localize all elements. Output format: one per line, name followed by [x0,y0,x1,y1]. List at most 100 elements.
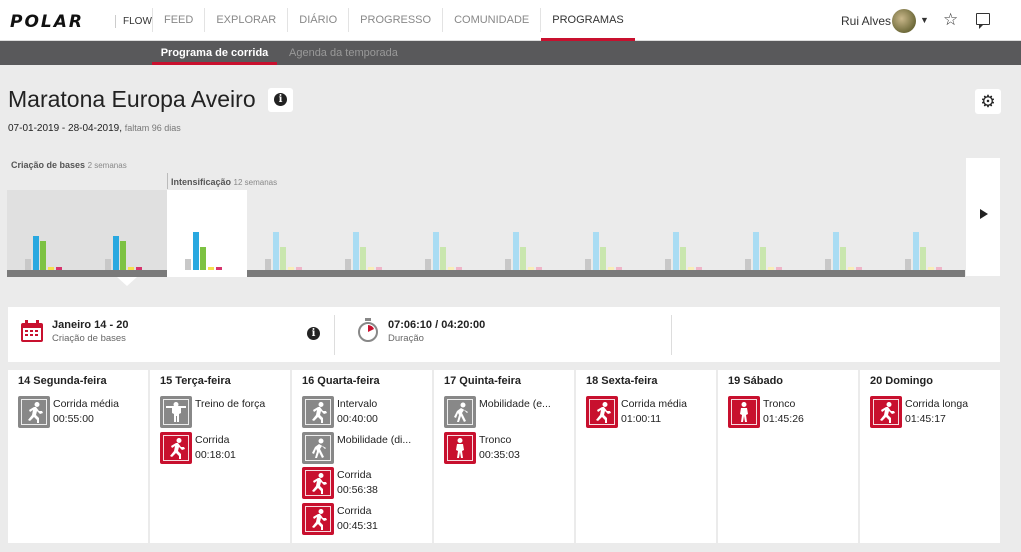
training-session[interactable]: Mobilidade (e... [444,396,572,429]
info-icon[interactable]: i [307,327,320,340]
phase-weeks: 12 semanas [233,178,278,187]
core-icon [444,431,476,464]
nav-feed[interactable]: FEED [152,8,206,32]
timeline-bar [128,267,134,270]
session-name: Corrida média [53,398,119,410]
timeline-week[interactable] [407,190,487,270]
run-icon [302,396,334,428]
timeline-bar [760,247,766,270]
timeline-week[interactable] [887,190,967,270]
timeline-week[interactable] [647,190,727,270]
timeline-bar [456,267,462,270]
timeline-bar [745,259,751,270]
timeline-bar [520,247,526,270]
divider [334,315,335,355]
user-name[interactable]: Rui Alves [841,14,892,28]
training-session[interactable]: Corrida 00:18:01 [160,431,288,465]
date-range: 07-01-2019 - 28-04-2019, [8,123,122,134]
timeline-week[interactable] [167,190,247,270]
duration-value: 07:06:10 / 04:20:00 [388,319,486,331]
timeline-bar [120,241,126,270]
day-title: 16 Quarta-feira [302,375,380,387]
chevron-down-icon[interactable]: ▼ [920,15,929,25]
timeline-week[interactable] [327,190,407,270]
training-session[interactable]: Tronco 01:45:26 [728,396,856,429]
timeline-bar [25,259,31,270]
settings-button[interactable]: ⚙ [975,89,1001,114]
training-session[interactable]: Mobilidade (di... [302,431,430,465]
program-info-button[interactable]: i [268,88,293,112]
timeline-week[interactable] [567,190,647,270]
nav-comunidade[interactable]: COMUNIDADE [443,8,542,32]
timeline-week[interactable] [7,190,87,270]
session-name: Mobilidade (e... [479,398,551,410]
nav-diario[interactable]: DIÁRIO [288,8,350,32]
timeline-week[interactable] [727,190,807,270]
day-column: 20 Domingo Corrida longa 01:45:17 [860,370,1000,543]
timeline-bar [585,259,591,270]
week-phase: Criação de bases [52,333,126,344]
nav-progresso[interactable]: PROGRESSO [349,8,444,32]
timeline-bar [433,232,439,270]
nav-programas[interactable]: PROGRAMAS [541,8,635,41]
chevron-right-icon [980,209,988,219]
day-title: 17 Quinta-feira [444,375,522,387]
day-title: 18 Sexta-feira [586,375,658,387]
avatar[interactable] [892,9,916,33]
timeline-bar [856,267,862,270]
run-icon [160,431,192,464]
gear-icon: ⚙ [980,92,996,111]
mobility-icon [444,396,476,428]
training-session[interactable]: Corrida longa 01:45:17 [870,396,998,429]
timeline-bar [280,247,286,270]
timeline-bar [928,267,934,270]
timeline-bar [905,259,911,270]
divider [671,315,672,355]
training-session[interactable]: Tronco 00:35:03 [444,431,572,465]
message-icon[interactable] [976,13,990,29]
program-dates: 07-01-2019 - 28-04-2019, faltam 96 dias [8,123,181,134]
training-session[interactable]: Treino de força [160,396,288,429]
timeline-bar [753,232,759,270]
session-duration: 00:35:03 [479,448,520,461]
tab-programa-corrida[interactable]: Programa de corrida [152,41,277,65]
training-session[interactable]: Corrida 00:56:38 [302,467,430,500]
timeline-bar [505,259,511,270]
phase-divider [167,173,168,189]
timeline-bar [105,259,111,270]
stopwatch-icon [358,318,378,342]
day-title: 20 Domingo [870,375,933,387]
timeline-bar [353,232,359,270]
timeline-week[interactable] [807,190,887,270]
timeline-bar [265,259,271,270]
timeline-week[interactable] [247,190,327,270]
timeline-bar [673,232,679,270]
run-icon [870,396,902,428]
timeline-bar [665,259,671,270]
day-column: 18 Sexta-feira Corrida média 01:00:11 [576,370,716,543]
session-duration: 01:00:11 [621,413,662,425]
main-nav: FEED EXPLORAR DIÁRIO PROGRESSO COMUNIDAD… [152,0,635,41]
training-session[interactable]: Corrida 00:45:31 [302,502,430,536]
tab-agenda-temporada[interactable]: Agenda da temporada [289,47,398,59]
polar-logo[interactable]: POLAR [10,12,84,32]
session-duration: 00:18:01 [195,448,236,461]
timeline-bar [696,267,702,270]
training-session[interactable]: Intervalo 00:40:00 [302,396,430,429]
star-icon[interactable]: ☆ [943,10,959,29]
session-duration: 00:40:00 [337,413,378,425]
timeline-bar [296,267,302,270]
run-icon [18,396,50,428]
training-session[interactable]: Corrida média 00:55:00 [18,396,146,429]
timeline-week[interactable] [87,190,167,270]
session-name: Corrida [337,504,372,517]
timeline-next-button[interactable] [966,158,1000,276]
timeline-baseline [7,270,965,277]
weekly-timeline [7,190,965,277]
training-session[interactable]: Corrida média 01:00:11 [586,396,714,429]
timeline-week[interactable] [487,190,567,270]
timeline-bar [536,267,542,270]
nav-explorar[interactable]: EXPLORAR [205,8,289,32]
phase-label-intensification: Intensificação 12 semanas [171,177,277,187]
day-column: 17 Quinta-feira Mobilidade (e... Tronco 00:… [434,370,574,543]
